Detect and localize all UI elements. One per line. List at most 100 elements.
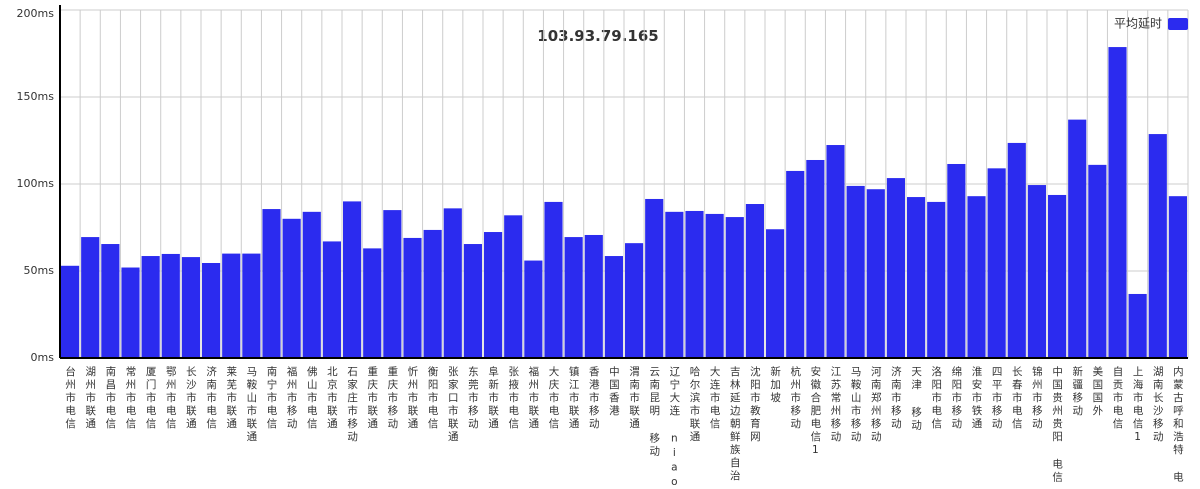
x-tick-label: 大连市电信 [709,365,721,431]
bar [806,159,825,358]
x-tick-label: 自贡市电信 [1112,365,1124,431]
x-tick-label: 中国香港 [608,365,620,418]
x-tick-label: 新加坡 [769,365,781,405]
x-tick-label: 河南郑州移动 [870,366,882,444]
bar [786,170,805,358]
x-tick-label: 马鞍山市联通 [245,366,257,444]
x-tick-label: 济南市移动 [890,365,902,431]
bar [463,244,482,358]
bar [161,253,180,358]
bar [725,217,744,358]
bar [1007,142,1026,358]
x-tick-label: 长春市电信 [1011,366,1023,431]
bar [604,256,623,358]
bar [282,218,301,358]
bar [846,185,865,358]
bar [927,201,946,358]
x-tick-label: 福州市移动 [286,365,298,431]
x-tick-label: 重庆市联通 [366,365,378,431]
x-tick-label: 香港市移动 [588,366,600,431]
x-tick-label: 鄂州市电信 [165,366,177,431]
bar [584,234,603,358]
x-tick-label: 江苏常州移动 [830,366,842,444]
x-tick-label: 南昌市电信 [104,365,116,431]
x-tick-label: 新疆移动 [1071,365,1083,418]
x-tick-label: 张家口市联通 [447,366,459,444]
bar [745,204,764,358]
bar [121,267,140,358]
x-tick-label: 厦门市电信 [145,366,157,431]
x-tick-label: 上海市电信1 [1132,366,1144,446]
x-tick-label: 美国国外 [1091,365,1103,418]
x-tick-label: 福州市联通 [527,365,539,431]
bar [81,237,100,358]
bar [564,237,583,358]
x-tick-label: 安徽合肥电信1 [809,365,821,458]
x-tick-label: 绵阳市移动 [950,365,962,431]
x-tick-label: 天津 移动 [910,366,922,433]
bar [443,208,462,358]
bar [262,209,281,358]
x-tick-label: 云南昆明 移动 [648,366,660,459]
bar [1027,185,1046,358]
bar [705,213,724,358]
x-tick-label: 台州市电信 [64,365,76,431]
x-tick-label: 南宁市电信 [266,365,278,431]
legend-label: 平均延时 [1114,17,1162,31]
x-tick-label: 忻州市联通 [407,365,419,431]
bar [826,145,845,358]
x-tick-label: 湖州市联通 [84,366,96,431]
x-tick-label: 马鞍山市移动 [850,366,862,444]
bar [504,215,523,358]
x-tick-label: 吉林延边朝鲜族自治 [729,366,741,483]
bar [322,241,341,358]
y-tick-label: 200ms [17,7,55,20]
x-tick-label: 重庆市移动 [386,365,398,431]
x-tick-label: 中国贵州贵阳 电信 [1051,365,1063,484]
bar [625,243,644,358]
bar [1108,47,1127,358]
x-tick-label: 内蒙古呼和浩特 电 [1172,365,1184,484]
x-tick-label: 沈阳市教育网 [749,365,761,444]
x-tick-label: 长沙市联通 [185,366,197,431]
bar [947,163,966,358]
x-tick-label: 杭州市移动 [789,365,801,431]
x-tick-label: 湖南长沙移动 [1152,366,1164,444]
bar [766,229,785,358]
x-tick-label: 莱芜市联通 [225,366,237,431]
y-tick-label: 50ms [24,264,55,277]
bar [866,189,885,358]
bar [403,237,422,358]
bar [423,229,442,358]
bar [907,197,926,358]
y-tick-label: 100ms [17,177,55,190]
bar [242,253,261,358]
bar [987,168,1006,358]
bar [665,211,684,358]
x-tick-label: 渭南市联通 [628,366,640,431]
x-tick-label: 辽宁大连 niao [668,366,680,489]
x-tick-label: 东莞市移动 [467,365,479,431]
bar [101,244,120,358]
x-tick-label: 衡阳市电信 [427,366,439,431]
x-tick-label: 哈尔滨市联通 [689,365,701,444]
bar [484,232,503,358]
x-tick-label: 洛阳市电信 [930,365,942,431]
bar [1168,196,1187,358]
x-tick-label: 镇江市联通 [568,365,580,431]
bar [645,198,664,358]
bar [141,256,160,358]
x-tick-label: 大庆市电信 [548,365,560,431]
x-tick-label: 四平市移动 [991,366,1003,431]
x-tick-label: 佛山市电信 [306,365,318,431]
x-tick-label: 锦州市移动 [1031,365,1043,431]
bar [202,262,221,358]
y-tick-label: 150ms [17,90,55,103]
x-tick-label: 济南市电信 [205,365,217,431]
bar [1148,134,1167,358]
x-tick-label: 阜新市联通 [487,365,499,431]
bar [685,210,704,358]
bar [524,260,543,358]
bar [383,210,402,358]
